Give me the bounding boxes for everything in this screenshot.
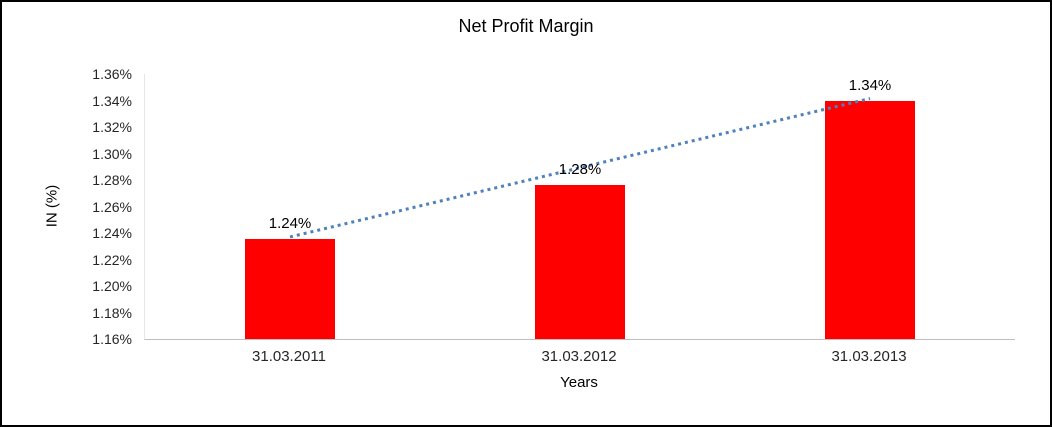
bar: [535, 184, 625, 339]
x-tick-label: 31.03.2013: [831, 348, 907, 365]
bar: [825, 100, 915, 339]
x-tick-label: 31.03.2011: [252, 348, 326, 365]
bar: [245, 238, 335, 339]
y-tick-label: 1.18%: [92, 304, 132, 321]
y-tick-label: 1.26%: [92, 198, 132, 215]
y-tick-label: 1.32%: [92, 119, 132, 135]
y-axis: 1.16% 1.18% 1.20% 1.22% 1.24% 1.26% 1.28% 1.30%…: [2, 66, 136, 347]
y-tick-label: 1.30%: [92, 145, 132, 162]
bar-value-label: 1.34%: [848, 76, 892, 94]
y-tick-label: 1.22%: [92, 251, 132, 268]
y-tick-label: 1.36%: [92, 66, 132, 82]
x-axis-title: Years: [560, 374, 598, 391]
plot-area: 1.24% 1.28% 1.34%: [144, 74, 1015, 340]
chart-title: Net Profit Margin: [458, 16, 594, 36]
y-tick-label: 1.34%: [92, 92, 132, 109]
x-tick-label: 31.03.2012: [541, 348, 617, 365]
y-tick-label: 1.28%: [92, 172, 132, 188]
x-axis: 31.03.2011 31.03.2012 31.03.2013: [144, 348, 1014, 368]
y-tick-label: 1.16%: [92, 331, 132, 347]
bar-value-label: 1.28%: [558, 160, 602, 178]
y-tick-label: 1.20%: [92, 278, 132, 294]
bar-value-label: 1.24%: [268, 214, 312, 232]
y-tick-label: 1.24%: [92, 225, 132, 241]
